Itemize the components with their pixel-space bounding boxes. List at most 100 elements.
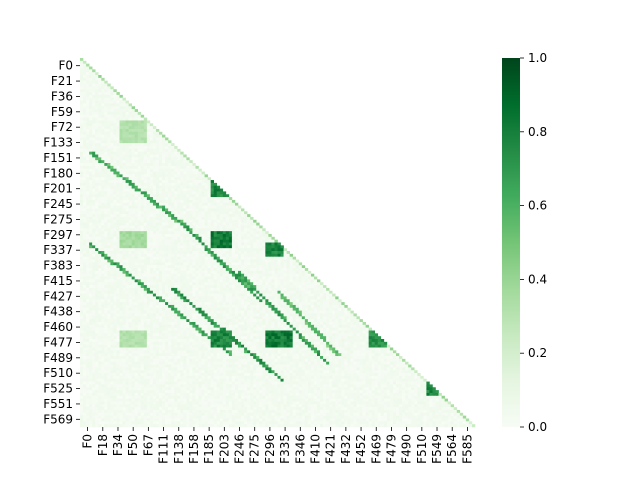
heatmap-cell: [137, 273, 142, 277]
heatmap-cell: [83, 256, 87, 260]
heatmap-cell: [216, 293, 221, 297]
heatmap-cell: [225, 259, 230, 263]
heatmap-cell: [89, 134, 93, 138]
heatmap-cell: [155, 293, 160, 297]
heatmap-cell: [137, 251, 142, 255]
heatmap-cell: [101, 282, 105, 286]
heatmap-cell: [238, 214, 242, 218]
heatmap-cell: [107, 313, 111, 317]
heatmap-cell: [277, 330, 281, 334]
heatmap-cell: [183, 302, 187, 306]
heatmap-cell: [268, 310, 272, 314]
heatmap-cell: [152, 134, 157, 138]
heatmap-cell: [201, 239, 205, 243]
heatmap-cell: [259, 228, 263, 232]
heatmap-cell: [192, 205, 196, 209]
heatmap-cell: [122, 290, 126, 294]
heatmap-cell: [219, 316, 224, 320]
heatmap-cell: [125, 177, 129, 181]
heatmap-cell: [134, 205, 139, 209]
heatmap-cell: [95, 185, 99, 189]
heatmap-cell: [83, 265, 87, 269]
heatmap-cell: [189, 228, 193, 232]
heatmap-cell: [95, 248, 99, 252]
heatmap-cell: [307, 273, 312, 277]
heatmap-cell: [241, 321, 245, 326]
heatmap-cell: [110, 109, 114, 113]
heatmap-cell: [222, 214, 227, 218]
heatmap-cell: [265, 242, 269, 246]
heatmap-cell: [125, 307, 129, 311]
heatmap-cell: [225, 307, 230, 311]
heatmap-cell: [98, 330, 102, 334]
heatmap-cell: [271, 251, 275, 255]
heatmap-cell: [323, 330, 327, 334]
heatmap-cell: [256, 253, 260, 257]
heatmap-cell: [155, 160, 160, 164]
heatmap-cell: [353, 319, 357, 323]
heatmap-cell: [134, 307, 139, 311]
heatmap-cell: [95, 126, 99, 130]
heatmap-cell: [131, 197, 135, 201]
heatmap-cell: [177, 290, 181, 294]
heatmap-cell: [80, 231, 84, 235]
heatmap-cell: [207, 245, 211, 249]
heatmap-cell: [329, 304, 333, 309]
heatmap-cell: [146, 154, 151, 158]
heatmap-cell: [250, 310, 254, 314]
heatmap-cell: [137, 134, 142, 138]
heatmap-cell: [231, 245, 236, 249]
heatmap-cell: [353, 313, 357, 317]
heatmap-cell: [122, 123, 126, 127]
heatmap-cell: [113, 233, 117, 238]
heatmap-cell: [320, 285, 324, 289]
heatmap-cell: [155, 245, 160, 249]
heatmap-cell: [80, 58, 84, 62]
heatmap-cell: [165, 157, 169, 161]
heatmap-cell: [143, 225, 148, 229]
heatmap-cell: [83, 228, 87, 232]
heatmap-cell: [98, 299, 102, 303]
heatmap-cell: [143, 157, 148, 161]
heatmap-cell: [289, 302, 293, 306]
heatmap-cell: [125, 165, 129, 169]
heatmap-cell: [189, 282, 193, 286]
heatmap-cell: [159, 171, 163, 175]
heatmap-cell: [180, 296, 184, 300]
heatmap-cell: [283, 256, 287, 260]
heatmap-cell: [159, 199, 163, 204]
heatmap-cell: [131, 126, 135, 130]
heatmap-cell: [301, 330, 306, 334]
heatmap-cell: [204, 199, 208, 204]
heatmap-cell: [134, 327, 139, 331]
heatmap-cell: [201, 191, 205, 195]
heatmap-cell: [228, 296, 233, 300]
heatmap-cell: [177, 160, 181, 164]
heatmap-cell: [310, 282, 315, 286]
heatmap-cell: [295, 299, 300, 303]
heatmap-cell: [107, 219, 111, 223]
heatmap-cell: [143, 165, 148, 169]
heatmap-cell: [80, 92, 84, 96]
heatmap-cell: [146, 174, 151, 178]
heatmap-cell: [143, 171, 148, 175]
heatmap-cell: [165, 245, 169, 249]
heatmap-cell: [189, 259, 193, 263]
heatmap-cell: [119, 194, 123, 198]
heatmap-cell: [92, 114, 96, 118]
heatmap-cell: [137, 219, 142, 223]
heatmap-cell: [140, 225, 145, 229]
heatmap-cell: [168, 251, 172, 255]
heatmap-cell: [317, 296, 321, 300]
heatmap-cell: [116, 117, 120, 121]
heatmap-cell: [171, 163, 175, 167]
heatmap-cell: [89, 151, 93, 155]
heatmap-cell: [192, 319, 196, 323]
heatmap-cell: [177, 197, 181, 201]
heatmap-cell: [155, 236, 160, 240]
heatmap-cell: [195, 313, 199, 317]
heatmap-cell: [143, 299, 148, 303]
heatmap-cell: [152, 316, 157, 320]
heatmap-cell: [244, 321, 248, 326]
heatmap-cell: [159, 185, 163, 189]
